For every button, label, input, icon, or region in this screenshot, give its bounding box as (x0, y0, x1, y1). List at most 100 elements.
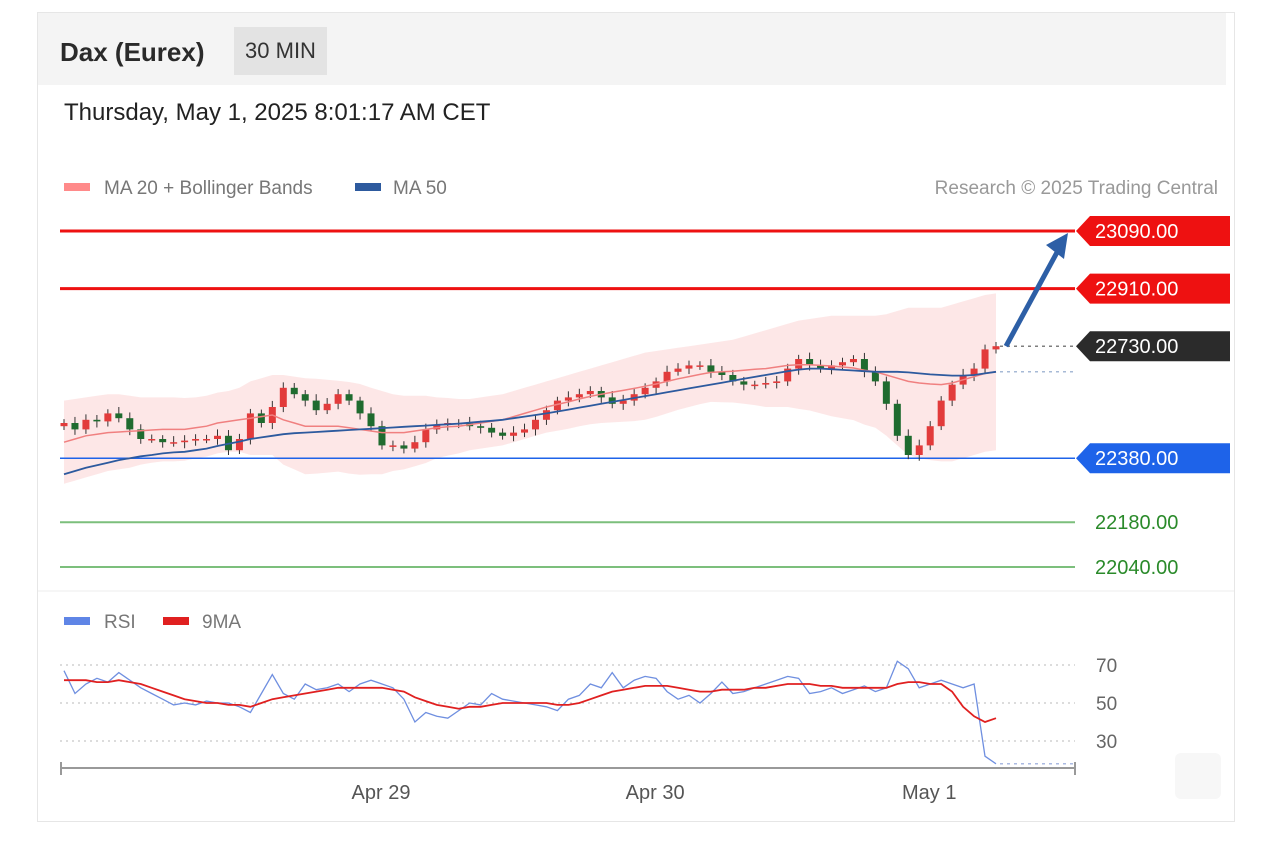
resistance-2-tag (1076, 216, 1230, 246)
candle-body (499, 432, 507, 436)
time-tick-label: May 1 (902, 782, 956, 804)
candle-body (422, 429, 430, 443)
research-credit: Research © 2025 Trading Central (935, 178, 1218, 199)
candle-body (860, 359, 868, 372)
candle (937, 396, 945, 431)
candle (433, 419, 441, 434)
candle-body (115, 413, 123, 419)
candle (575, 388, 583, 403)
candle-body (345, 394, 353, 401)
candle (235, 433, 243, 455)
candle (257, 409, 265, 428)
candle-body (542, 410, 550, 420)
candle-body (674, 368, 682, 372)
candle-body (356, 400, 364, 414)
candle (838, 357, 846, 371)
candle-body (477, 426, 485, 428)
candle-body (104, 413, 112, 422)
time-tick-label: Apr 30 (626, 782, 685, 804)
forecast-arrow-shaft (1003, 243, 1064, 348)
candle (849, 355, 857, 367)
candle-body (696, 365, 704, 367)
candle-body (915, 445, 923, 455)
pivot-label: 22380.00 (1095, 448, 1178, 470)
candle (389, 440, 397, 452)
candle (312, 394, 320, 415)
candle (948, 380, 956, 407)
candle-body (378, 426, 386, 446)
time-axis: Apr 29 Apr 30 May 1 (60, 762, 1076, 804)
candle (619, 394, 627, 410)
candle-body (948, 384, 956, 401)
candle (860, 352, 868, 378)
rsi-line (63, 660, 997, 765)
rsi-ma-legend-swatch (163, 617, 189, 625)
candle (301, 390, 309, 407)
candle-body (740, 381, 748, 385)
candle-body (707, 365, 715, 372)
candle (531, 414, 539, 436)
candle-body (312, 400, 320, 411)
expand-button[interactable] (1175, 753, 1221, 799)
candle-body (641, 387, 649, 395)
candle (696, 361, 704, 370)
candle (345, 389, 353, 406)
candle-body (806, 359, 814, 366)
interval-button[interactable]: 30 MIN (234, 27, 327, 75)
candle-body (828, 365, 836, 369)
resistance-1-tag (1076, 273, 1230, 304)
instrument-title: Dax (Eurex) (60, 37, 205, 67)
timestamp-label: Thursday, May 1, 2025 8:01:17 AM CET (64, 99, 491, 126)
candle-body (521, 429, 529, 433)
candle-body (367, 413, 375, 427)
candle-body (817, 365, 825, 369)
candle-body (663, 371, 671, 382)
candle (411, 435, 419, 453)
time-tick-label: Apr 29 (352, 782, 411, 804)
candle-body (246, 413, 254, 439)
rsi-tick-70: 70 (1096, 656, 1117, 677)
candle-body (992, 346, 1000, 350)
candle-body (718, 371, 726, 375)
ma20-legend-label: MA 20 + Bollinger Bands (104, 178, 313, 199)
candle-body (510, 432, 518, 436)
candle (817, 359, 825, 373)
candle-body (60, 423, 68, 427)
resistance-2-label: 23090.00 (1095, 221, 1178, 243)
candle (71, 416, 79, 435)
candle-body (181, 440, 189, 443)
current-label: 22730.00 (1095, 336, 1178, 358)
chart-header: Dax (Eurex) 30 MIN (38, 13, 1226, 85)
candle-body (882, 381, 890, 404)
candle-body (148, 439, 156, 441)
candle (608, 391, 616, 409)
candle (773, 375, 781, 389)
candle-body (564, 397, 572, 401)
candle (400, 441, 408, 454)
current-tag (1076, 331, 1230, 362)
candle (564, 391, 572, 407)
candle-body (334, 394, 342, 404)
candle (882, 376, 890, 410)
rsi-tick-30: 30 (1096, 732, 1117, 753)
candle-body (893, 403, 901, 436)
candle (323, 398, 331, 415)
candle-body (575, 394, 583, 398)
candle-body (838, 362, 846, 366)
candle (159, 435, 167, 448)
ma20-legend-swatch (64, 183, 90, 191)
candle-body (762, 383, 770, 385)
candle (279, 382, 287, 413)
candle (334, 389, 342, 410)
candle (521, 423, 529, 438)
candle-body (192, 439, 200, 441)
candle-body (71, 423, 79, 430)
candle-body (926, 426, 934, 446)
candle (685, 360, 693, 375)
candle (926, 421, 934, 451)
candle (499, 428, 507, 440)
candle-body (586, 391, 594, 395)
candle (806, 352, 814, 371)
candle (718, 366, 726, 381)
